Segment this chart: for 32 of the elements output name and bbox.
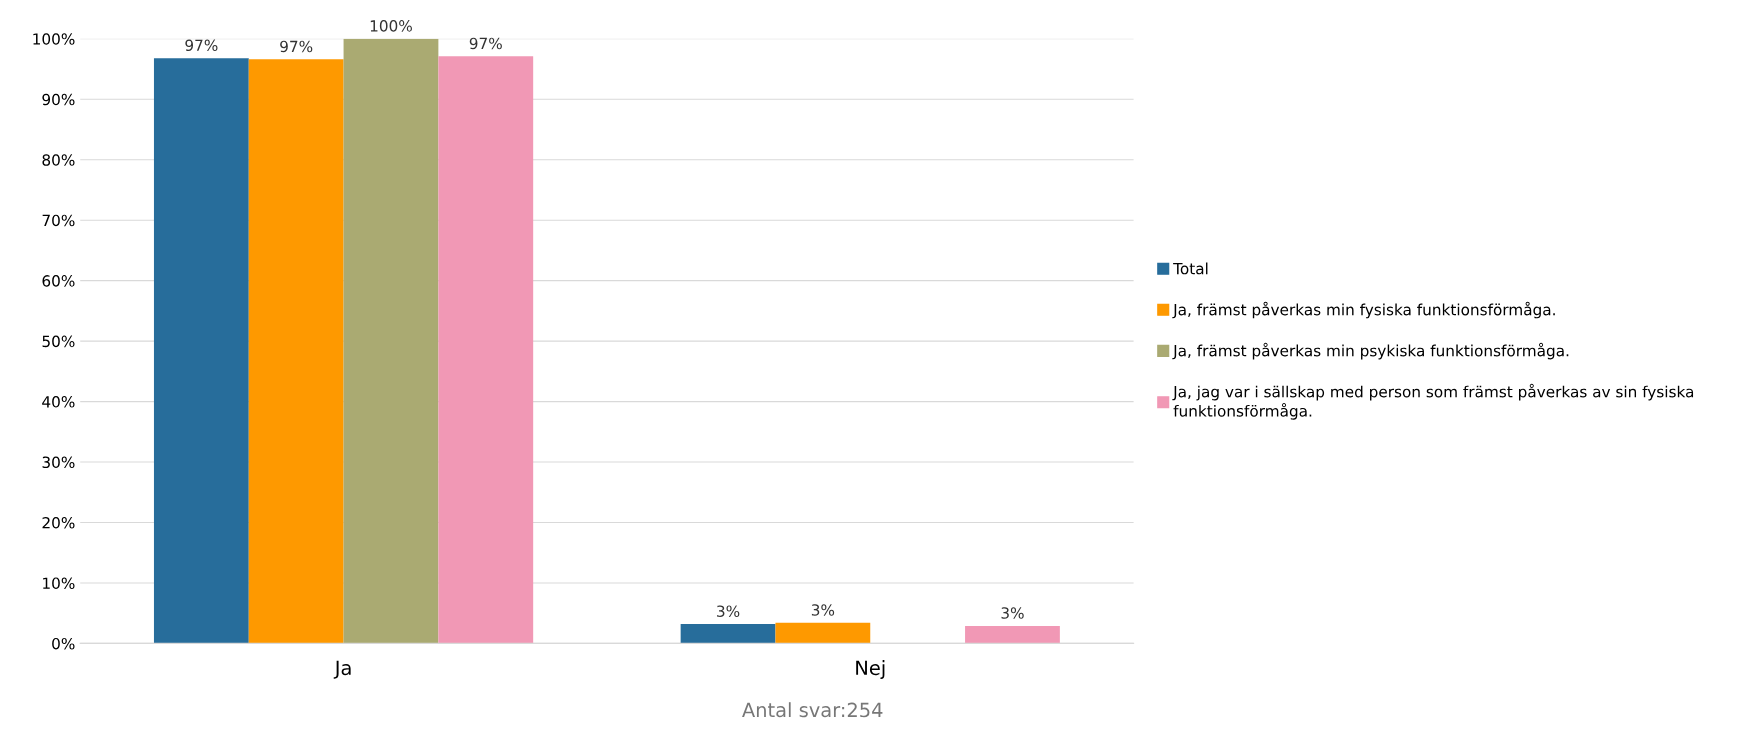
data-label: 3% (811, 604, 835, 616)
y-tick-label: 50% (42, 335, 75, 348)
bar (680, 624, 776, 644)
legend-label: Ja, jag var i sällskap med person som främst påverkas av sin fysiska funktionsförmåga. (1172, 383, 1694, 420)
bar (153, 58, 249, 644)
y-tick-label: 20% (42, 516, 75, 529)
bar (343, 38, 439, 644)
bar (965, 625, 1060, 644)
y-tick-label: 10% (43, 577, 75, 589)
data-label: 100% (370, 20, 412, 32)
y-tick-label: 80% (42, 154, 75, 166)
bar (438, 56, 534, 644)
y-tick-label: 30% (42, 456, 75, 469)
y-tick-label: 60% (42, 275, 75, 287)
x-tick-label: Nej (856, 660, 885, 679)
y-tick-label: 40% (42, 396, 75, 408)
data-label: 3% (717, 605, 740, 617)
y-tick-label: 100% (33, 33, 75, 45)
legend-label: Total (1173, 262, 1208, 275)
data-label: 3% (1001, 607, 1024, 619)
data-label: 97% (469, 37, 502, 50)
text: Antal svar:254 (742, 702, 883, 718)
x-tick-label: Ja (333, 660, 351, 679)
data-label: 97% (185, 39, 218, 52)
bar (775, 622, 871, 644)
legend-label: Ja, främst påverkas min fysiska funktionsförmåga. (1172, 301, 1555, 319)
y-tick-label: 70% (42, 214, 75, 227)
y-tick-label: 90% (42, 93, 75, 106)
data-label: 97% (280, 40, 313, 53)
y-tick-label: 0% (52, 637, 75, 650)
bar (248, 59, 344, 644)
legend-label: Ja, främst påverkas min psykiska funktionsförmåga. (1172, 342, 1569, 360)
